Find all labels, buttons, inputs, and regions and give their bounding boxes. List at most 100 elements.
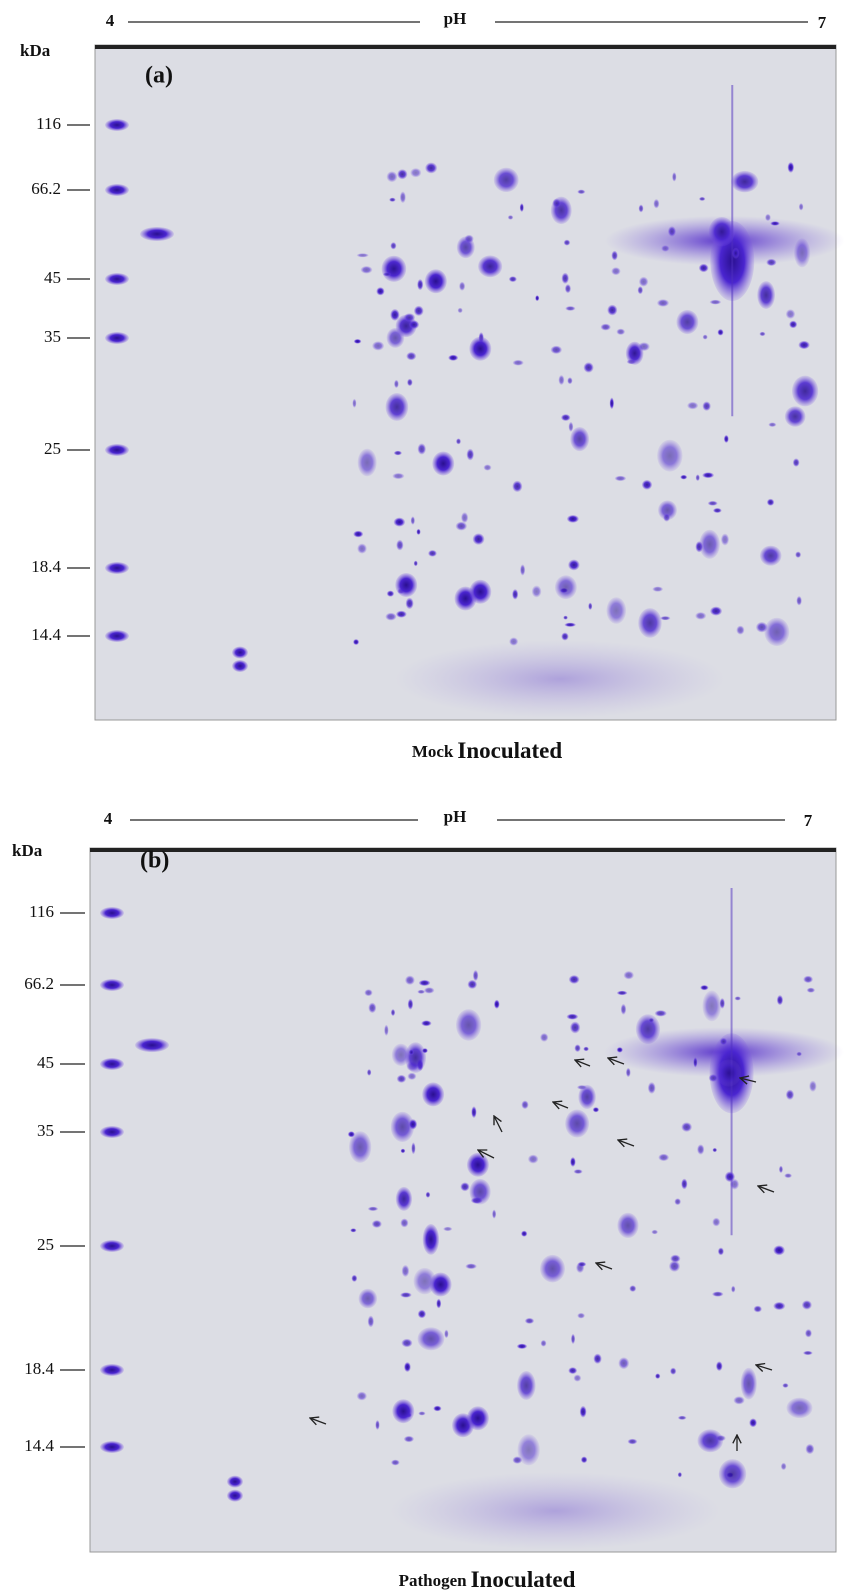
panel-label: (b): [140, 848, 169, 874]
protein-spot: [702, 334, 708, 340]
protein-spot: [695, 474, 700, 481]
protein-spot: [669, 1260, 680, 1272]
protein-spot: [516, 1343, 528, 1349]
marker-label: 116: [29, 902, 54, 921]
ladder-band: [105, 119, 129, 131]
protein-spot: [507, 215, 514, 220]
protein-spot: [381, 255, 407, 282]
protein-spot: [652, 586, 664, 592]
ladder-band: [105, 273, 129, 285]
protein-spot: [718, 1459, 747, 1489]
protein-spot: [353, 639, 360, 645]
protein-spot: [401, 1338, 413, 1348]
protein-spot: [483, 464, 492, 471]
protein-spot: [702, 990, 722, 1022]
protein-spot: [517, 1371, 536, 1400]
protein-spot: [552, 198, 561, 208]
protein-spot: [618, 1357, 630, 1370]
protein-spot: [577, 189, 586, 195]
protein-spot: [392, 1399, 415, 1424]
protein-spot: [558, 375, 565, 385]
marker-label: 116: [36, 114, 61, 133]
protein-spot: [466, 1152, 489, 1177]
protein-spot: [432, 451, 455, 476]
protein-spot: [712, 1291, 724, 1297]
protein-spot: [384, 1024, 389, 1036]
ph-label: pH: [444, 807, 467, 826]
protein-spot: [611, 267, 621, 276]
protein-spot: [617, 1212, 639, 1239]
protein-spot: [364, 989, 373, 997]
protein-spot: [352, 398, 357, 408]
protein-spot: [570, 1157, 576, 1167]
annotation-arrow: [596, 1263, 613, 1269]
protein-spot: [687, 401, 699, 410]
protein-spot: [730, 1178, 740, 1190]
protein-spot: [405, 1042, 427, 1073]
protein-spot: [561, 632, 569, 641]
protein-spot: [390, 309, 400, 321]
gel-top-edge: [90, 848, 836, 852]
protein-spot: [566, 514, 579, 523]
protein-spot: [396, 539, 404, 551]
protein-spot: [357, 448, 377, 477]
protein-spot: [592, 1107, 600, 1113]
gel-background: [89, 847, 837, 1553]
annotation-arrow: [608, 1058, 625, 1064]
protein-spot: [657, 439, 683, 472]
protein-spot: [648, 1017, 655, 1023]
protein-spot: [494, 999, 500, 1009]
protein-spot: [715, 1361, 723, 1371]
ladder-band: [100, 1364, 124, 1376]
protein-spot: [717, 329, 724, 336]
protein-spot: [677, 1472, 682, 1478]
protein-spot: [472, 970, 479, 982]
protein-spot: [732, 247, 740, 259]
protein-spot: [393, 450, 402, 456]
protein-spot: [568, 421, 574, 432]
protein-spot: [411, 1142, 416, 1155]
ladder-band: [100, 907, 124, 919]
protein-spot: [759, 331, 766, 337]
protein-spot: [708, 1074, 718, 1082]
gel-panel: 4 pH 7 kDa (b) 116 66.2 45 35 25 18.4 14.4 Pathogen I…: [12, 807, 845, 1592]
protein-spot: [417, 443, 426, 455]
protein-spot: [570, 426, 590, 452]
protein-spot: [563, 239, 571, 246]
low-spot: [232, 646, 248, 659]
kda-unit: kDa: [20, 41, 51, 60]
protein-spot: [564, 622, 576, 627]
protein-spot: [465, 1263, 477, 1270]
protein-spot: [805, 1329, 812, 1338]
protein-spot: [422, 1048, 428, 1054]
protein-spot: [681, 1122, 692, 1132]
protein-spot: [627, 1438, 638, 1445]
protein-spot: [796, 596, 802, 606]
protein-spot: [693, 1057, 698, 1068]
gel-bottom-smear: [395, 640, 725, 718]
protein-spot: [600, 323, 611, 331]
protein-spot: [733, 1396, 745, 1405]
protein-spot: [521, 1100, 529, 1110]
protein-spot: [795, 551, 802, 558]
protein-spot: [573, 1169, 583, 1174]
protein-spot: [784, 406, 806, 427]
protein-spot: [638, 276, 649, 287]
annotation-arrow: [758, 1186, 775, 1192]
protein-spot: [455, 1009, 482, 1041]
protein-spot: [658, 500, 677, 521]
protein-spot: [466, 448, 474, 461]
marker-label: 14.4: [24, 1436, 54, 1455]
protein-spot: [568, 975, 580, 984]
ph-low: 4: [106, 11, 115, 30]
protein-spot: [403, 313, 416, 322]
protein-spot: [759, 545, 782, 566]
protein-spot: [464, 234, 474, 243]
protein-spot: [786, 1397, 813, 1419]
protein-spot: [561, 272, 569, 284]
annotation-arrow: [553, 1102, 569, 1108]
protein-spot: [766, 498, 775, 506]
ladder-band: [105, 184, 129, 196]
protein-spot: [410, 516, 415, 525]
